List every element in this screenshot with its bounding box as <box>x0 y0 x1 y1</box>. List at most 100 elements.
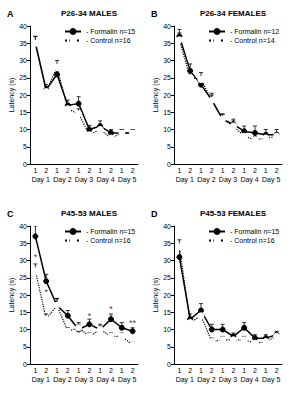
svg-text:Day 2: Day 2 <box>197 176 215 184</box>
svg-text:0: 0 <box>167 161 171 168</box>
svg-text:35: 35 <box>163 40 171 47</box>
svg-text:5: 5 <box>23 343 27 350</box>
svg-text:Day 3: Day 3 <box>219 376 237 384</box>
svg-text:2: 2 <box>131 167 135 174</box>
svg-text:10: 10 <box>19 326 27 333</box>
svg-text:2: 2 <box>275 167 279 174</box>
svg-text:1: 1 <box>264 167 268 174</box>
svg-text:Day 5: Day 5 <box>118 376 136 384</box>
svg-text:P45-53 MALES: P45-53 MALES <box>61 209 118 218</box>
svg-text:2: 2 <box>66 167 70 174</box>
svg-text:*: * <box>88 311 92 321</box>
svg-text:Day 4: Day 4 <box>240 176 258 184</box>
svg-text:2: 2 <box>66 367 70 374</box>
svg-text:15: 15 <box>19 109 27 116</box>
svg-text:30: 30 <box>19 257 27 264</box>
svg-text:Day 3: Day 3 <box>219 176 237 184</box>
svg-text:- Control n=14: - Control n=14 <box>230 37 275 44</box>
svg-text:2: 2 <box>210 367 214 374</box>
svg-text:2: 2 <box>253 167 257 174</box>
svg-text:35: 35 <box>19 240 27 247</box>
svg-text:25: 25 <box>163 274 171 281</box>
svg-text:1: 1 <box>199 367 203 374</box>
svg-text:1: 1 <box>98 367 102 374</box>
svg-text:Day 1: Day 1 <box>32 376 50 384</box>
svg-text:1: 1 <box>98 167 102 174</box>
svg-text:1: 1 <box>264 367 268 374</box>
svg-text:Day 1: Day 1 <box>32 176 50 184</box>
svg-text:Day 5: Day 5 <box>118 176 136 184</box>
svg-text:1: 1 <box>55 367 59 374</box>
svg-text:5: 5 <box>23 143 27 150</box>
svg-text:35: 35 <box>163 240 171 247</box>
svg-text:5: 5 <box>167 343 171 350</box>
svg-text:25: 25 <box>163 74 171 81</box>
svg-text:1: 1 <box>33 167 37 174</box>
svg-text:- Formalin n=15: - Formalin n=15 <box>86 228 135 235</box>
svg-text:*: * <box>34 252 38 262</box>
svg-text:Day 4: Day 4 <box>96 176 114 184</box>
svg-text:15: 15 <box>19 309 27 316</box>
svg-text:1: 1 <box>55 167 59 174</box>
svg-text:Day 4: Day 4 <box>96 376 114 384</box>
svg-text:1: 1 <box>77 367 81 374</box>
svg-text:2: 2 <box>231 167 235 174</box>
svg-text:*: * <box>109 304 113 314</box>
svg-text:Day 3: Day 3 <box>75 176 93 184</box>
svg-text:D: D <box>151 209 158 219</box>
svg-text:35: 35 <box>19 40 27 47</box>
svg-text:B: B <box>151 9 158 19</box>
svg-text:20: 20 <box>163 92 171 99</box>
svg-text:20: 20 <box>19 292 27 299</box>
svg-text:40: 40 <box>19 223 27 230</box>
svg-text:5: 5 <box>167 143 171 150</box>
svg-text:10: 10 <box>163 126 171 133</box>
svg-text:Day 5: Day 5 <box>262 376 280 384</box>
svg-text:1: 1 <box>177 167 181 174</box>
svg-text:Day 2: Day 2 <box>197 376 215 384</box>
svg-text:- Control n=16: - Control n=16 <box>86 37 131 44</box>
svg-text:2: 2 <box>87 167 91 174</box>
svg-text:1: 1 <box>221 367 225 374</box>
svg-text:1: 1 <box>120 167 124 174</box>
svg-text:Day 2: Day 2 <box>53 176 71 184</box>
svg-text:20: 20 <box>19 92 27 99</box>
svg-text:40: 40 <box>19 23 27 30</box>
svg-text:Day 4: Day 4 <box>240 376 258 384</box>
svg-text:1: 1 <box>199 167 203 174</box>
svg-text:Day 2: Day 2 <box>53 376 71 384</box>
svg-text:2: 2 <box>253 367 257 374</box>
svg-text:1: 1 <box>33 367 37 374</box>
svg-text:**: ** <box>129 318 137 328</box>
svg-text:15: 15 <box>163 109 171 116</box>
svg-text:25: 25 <box>19 74 27 81</box>
svg-text:2: 2 <box>210 167 214 174</box>
svg-text:2: 2 <box>188 167 192 174</box>
svg-text:Latency (s): Latency (s) <box>8 78 16 113</box>
svg-text:0: 0 <box>23 361 27 368</box>
svg-text:- Formalin n=15: - Formalin n=15 <box>86 28 135 35</box>
svg-text:P26-34 FEMALES: P26-34 FEMALES <box>200 9 267 18</box>
svg-text:Day 3: Day 3 <box>75 376 93 384</box>
svg-text:0: 0 <box>23 161 27 168</box>
svg-text:1: 1 <box>242 167 246 174</box>
svg-text:P45-53 FEMALES: P45-53 FEMALES <box>200 209 267 218</box>
svg-text:*: * <box>44 287 48 297</box>
svg-text:2: 2 <box>109 167 113 174</box>
svg-text:2: 2 <box>109 367 113 374</box>
svg-text:Latency (s): Latency (s) <box>8 278 16 313</box>
svg-text:1: 1 <box>242 367 246 374</box>
svg-text:A: A <box>7 9 14 19</box>
svg-text:10: 10 <box>19 126 27 133</box>
svg-text:2: 2 <box>87 367 91 374</box>
svg-text:25: 25 <box>19 274 27 281</box>
svg-text:2: 2 <box>275 367 279 374</box>
svg-text:2: 2 <box>44 167 48 174</box>
svg-text:- Formalin n=12: - Formalin n=12 <box>230 28 279 35</box>
svg-text:20: 20 <box>163 292 171 299</box>
svg-text:40: 40 <box>163 223 171 230</box>
svg-text:2: 2 <box>188 367 192 374</box>
svg-text:Day 1: Day 1 <box>176 376 194 384</box>
svg-text:Day 1: Day 1 <box>176 176 194 184</box>
svg-text:2: 2 <box>44 367 48 374</box>
